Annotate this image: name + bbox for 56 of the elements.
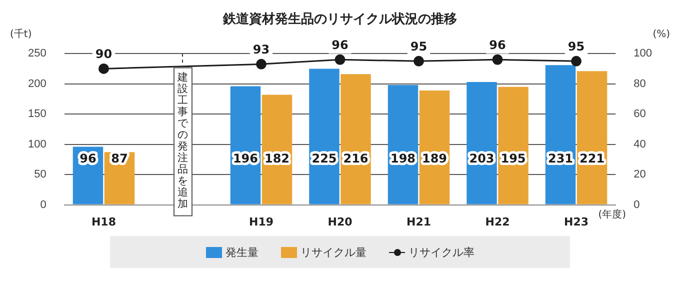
bar [309, 68, 340, 204]
x-axis-title: (年度) [598, 208, 626, 220]
y2-tick-label: 80 [634, 78, 646, 90]
data-label: 231 [548, 152, 574, 166]
bar [545, 65, 576, 204]
bar [498, 86, 528, 204]
point [414, 56, 424, 66]
y-tick-label: 100 [28, 138, 46, 150]
y2-tick-label: 40 [634, 138, 646, 150]
y-tick-label: 200 [28, 78, 46, 90]
x-tick-label: H22 [485, 215, 510, 228]
data-label: 198 [390, 152, 416, 166]
data-label: 196 [232, 152, 258, 166]
bar [340, 74, 371, 204]
y2-axis-title: (%) [652, 29, 670, 40]
data-label: 93 [252, 42, 270, 56]
y-axis-title: (千t) [10, 28, 32, 40]
legend-label: 発生量 [226, 244, 258, 260]
chart-title: 鉄道資材発生品のリサイクル状況の推移 [222, 12, 457, 28]
y-tick-label: 250 [28, 48, 46, 60]
data-label: 225 [312, 152, 337, 166]
data-label: 87 [111, 152, 128, 166]
y2-tick-label: 60 [634, 108, 646, 120]
x-tick-label: H19 [248, 215, 274, 228]
data-label: 96 [332, 38, 348, 52]
data-label: 189 [422, 152, 448, 166]
x-tick-label: H18 [91, 215, 116, 228]
data-label: 96 [80, 152, 96, 166]
legend-label: リサイクル量 [300, 244, 366, 260]
data-label: 221 [579, 152, 605, 166]
data-label: 96 [489, 38, 506, 52]
bar [576, 71, 608, 204]
point [492, 54, 503, 65]
data-label: 95 [568, 39, 585, 54]
data-label: 195 [500, 152, 526, 166]
x-tick-label: H20 [328, 215, 353, 228]
y2-tick-label: 20 [634, 168, 646, 181]
y-tick-label: 150 [28, 108, 46, 120]
data-label: 203 [469, 152, 494, 166]
data-label: 95 [410, 39, 428, 54]
point [98, 63, 109, 74]
y-tick-label: 0 [40, 198, 46, 211]
data-label: 216 [343, 152, 368, 166]
x-tick-label: H21 [406, 215, 432, 228]
text: 建設工事での発注品を追加 [177, 72, 188, 210]
data-label: 182 [264, 152, 290, 166]
point [334, 54, 346, 65]
y2-tick-label: 100 [634, 48, 652, 60]
bar [466, 82, 497, 204]
point [256, 58, 266, 70]
y-tick-label: 50 [34, 168, 46, 181]
x-tick-label: H23 [564, 215, 589, 228]
data-label: 90 [95, 46, 112, 61]
point [571, 56, 582, 66]
y2-tick-label: 0 [634, 198, 640, 211]
legend-label: リサイクル率 [408, 244, 474, 260]
